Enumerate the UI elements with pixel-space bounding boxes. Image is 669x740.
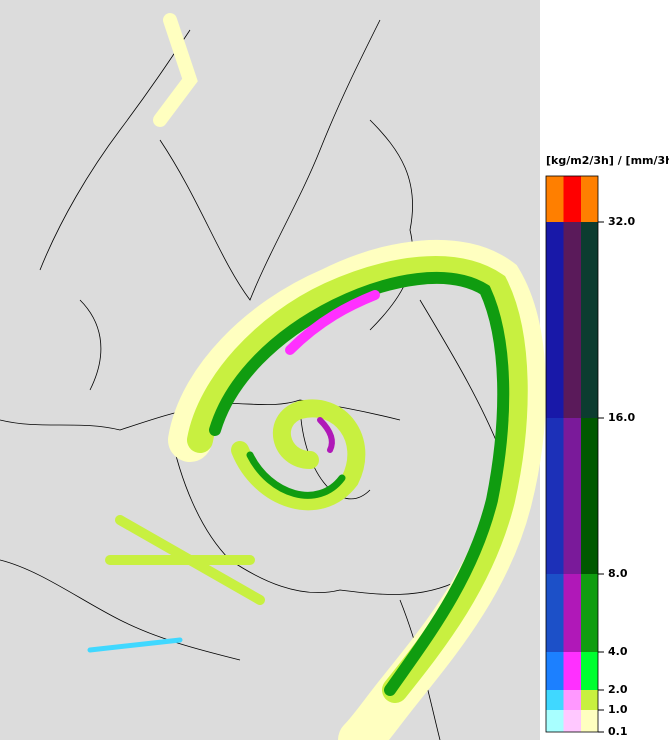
- legend-swatch: [563, 418, 581, 574]
- precipitation: [87, 13, 546, 740]
- legend-label: 2.0: [608, 683, 628, 696]
- legend-swatch: [563, 574, 581, 652]
- legend-swatch: [546, 690, 564, 710]
- legend-swatch: [546, 574, 564, 652]
- legend-swatch: [546, 222, 564, 418]
- legend-label: 1.0: [608, 703, 628, 716]
- legend-label: 8.0: [608, 567, 628, 580]
- legend-swatch: [546, 176, 564, 222]
- legend-swatch: [581, 652, 598, 690]
- legend-swatch: [563, 690, 581, 710]
- legend: 32.0 16.0 8.0 4.0 2.0 1.0 0.1: [546, 176, 635, 738]
- legend-swatch: [546, 418, 564, 574]
- legend-swatch: [563, 222, 581, 418]
- legend-swatch: [581, 222, 598, 418]
- legend-frame: [545, 175, 599, 733]
- legend-label: 0.1: [608, 725, 628, 738]
- map: [0, 0, 546, 740]
- legend-swatch: [581, 690, 598, 710]
- legend-swatch: [563, 176, 581, 222]
- legend-swatch: [563, 710, 581, 732]
- legend-swatch: [581, 574, 598, 652]
- legend-label: 4.0: [608, 645, 628, 658]
- legend-label: 16.0: [608, 411, 635, 424]
- legend-swatch: [563, 652, 581, 690]
- legend-swatch: [546, 652, 564, 690]
- legend-title: [kg/m2/3h] / [mm/3h]: [546, 154, 669, 167]
- legend-swatch: [581, 176, 598, 222]
- borders: [0, 19, 501, 740]
- legend-swatch: [546, 710, 564, 732]
- legend-swatch: [581, 418, 598, 574]
- legend-swatch: [581, 710, 598, 732]
- legend-label: 32.0: [608, 215, 635, 228]
